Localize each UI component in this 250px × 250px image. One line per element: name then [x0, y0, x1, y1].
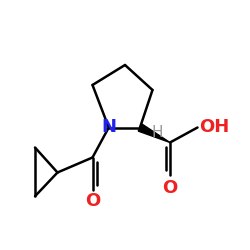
Text: H: H	[151, 125, 163, 140]
Text: N: N	[101, 118, 116, 136]
Text: O: O	[85, 192, 100, 210]
Polygon shape	[138, 124, 170, 142]
Text: O: O	[162, 179, 178, 197]
Text: OH: OH	[199, 118, 229, 136]
